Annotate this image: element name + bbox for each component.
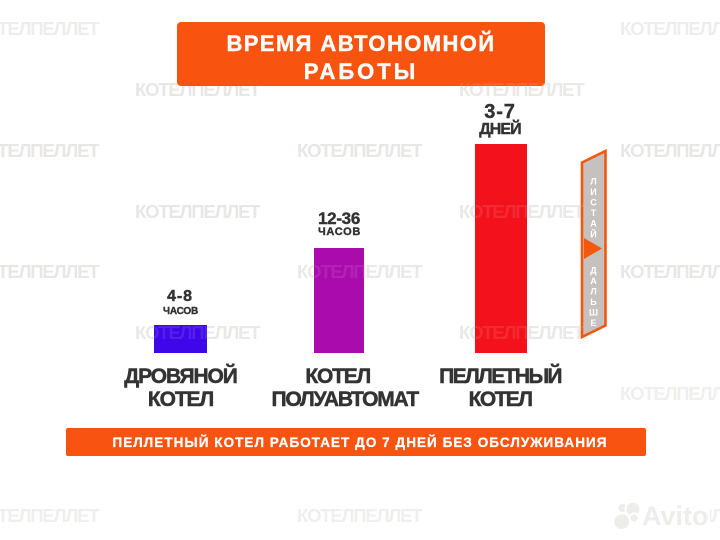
svg-text:Е: Е [590,318,596,328]
svg-text:Й: Й [590,229,596,240]
svg-text:Avito: Avito [642,501,709,531]
svg-text:Д: Д [590,266,597,276]
svg-text:Т: Т [591,208,597,218]
svg-text:А: А [590,219,597,229]
svg-text:Ь: Ь [590,297,597,307]
svg-text:И: И [590,187,596,197]
svg-text:Л: Л [590,287,596,297]
svg-text:Л: Л [590,177,596,187]
svg-text:С: С [590,198,597,208]
svg-text:А: А [590,276,597,286]
svg-text:Ш: Ш [589,308,598,318]
